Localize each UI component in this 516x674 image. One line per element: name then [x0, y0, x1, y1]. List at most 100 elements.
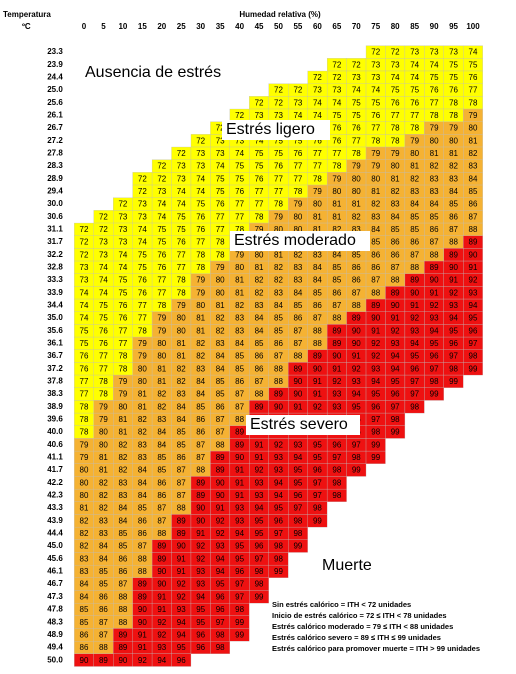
cell-value: 86 — [157, 491, 166, 500]
cell-value: 92 — [157, 618, 166, 627]
column-label: 45 — [255, 22, 264, 31]
cell-value: 74 — [352, 86, 361, 95]
legend-item: Estrés calórico severo = 89 ≤ ITH ≤ 99 u… — [272, 633, 441, 642]
cell-value: 90 — [332, 352, 341, 361]
row-label: 23.3 — [47, 47, 63, 56]
cell-value: 83 — [410, 187, 419, 196]
cell-value: 94 — [157, 656, 166, 665]
cell-value: 99 — [371, 453, 380, 462]
cell-value: 80 — [293, 212, 302, 221]
row-label: 40.6 — [47, 440, 63, 449]
cell-value: 96 — [177, 656, 186, 665]
cell-value: 89 — [118, 630, 127, 639]
cell-value: 74 — [216, 162, 225, 171]
cell-value: 89 — [138, 580, 147, 589]
cell-value: 73 — [80, 276, 89, 285]
cell-value: 79 — [138, 352, 147, 361]
cell-value: 87 — [177, 491, 186, 500]
cell-value: 78 — [352, 149, 361, 158]
cell-value: 74 — [177, 187, 186, 196]
cell-value: 81 — [255, 263, 264, 272]
cell-value: 94 — [216, 554, 225, 563]
cell-value: 75 — [352, 98, 361, 107]
cell-value: 84 — [371, 225, 380, 234]
row-label: 25.0 — [47, 85, 63, 94]
row-label: 31.1 — [47, 224, 63, 233]
cell-value: 80 — [332, 187, 341, 196]
cell-value: 93 — [177, 605, 186, 614]
cell-value: 82 — [216, 314, 225, 323]
cell-value: 81 — [157, 364, 166, 373]
cell-value: 91 — [177, 567, 186, 576]
cell-value: 89 — [157, 542, 166, 551]
cell-value: 73 — [118, 225, 127, 234]
cell-value: 81 — [430, 149, 439, 158]
cell-value: 76 — [430, 86, 439, 95]
cell-value: 83 — [177, 390, 186, 399]
cell-value: 93 — [274, 466, 283, 475]
cell-value: 73 — [177, 162, 186, 171]
cell-value: 82 — [99, 504, 108, 513]
cell-value: 77 — [274, 187, 283, 196]
row-label: 26.7 — [47, 123, 63, 132]
cell-value: 92 — [255, 466, 264, 475]
row-label: 28.9 — [47, 174, 63, 183]
cell-value: 84 — [274, 301, 283, 310]
cell-value: 85 — [449, 200, 458, 209]
cell-value: 76 — [196, 212, 205, 221]
cell-value: 95 — [430, 339, 439, 348]
cell-value: 78 — [449, 98, 458, 107]
cell-value: 81 — [196, 314, 205, 323]
cell-value: 80 — [99, 440, 108, 449]
cell-value: 86 — [313, 301, 322, 310]
label-bg — [246, 415, 360, 435]
cell-value: 99 — [391, 428, 400, 437]
cell-value: 93 — [352, 377, 361, 386]
cell-value: 87 — [235, 402, 244, 411]
cell-value: 88 — [196, 466, 205, 475]
cell-value: 90 — [352, 326, 361, 335]
row-label: 39.6 — [47, 415, 63, 424]
cell-value: 86 — [391, 250, 400, 259]
cell — [424, 387, 444, 401]
cell-value: 91 — [157, 592, 166, 601]
cell-value: 79 — [410, 136, 419, 145]
cell-value: 77 — [157, 276, 166, 285]
cell-value: 82 — [391, 187, 400, 196]
cell-value: 87 — [196, 440, 205, 449]
cell-value: 90 — [430, 276, 439, 285]
cell-value: 83 — [371, 212, 380, 221]
cell-value: 79 — [118, 377, 127, 386]
cell-value: 96 — [391, 390, 400, 399]
cell-value: 95 — [293, 466, 302, 475]
cell-value: 92 — [332, 377, 341, 386]
cell-value: 90 — [274, 402, 283, 411]
legend-item: Sin estrés calórico = ITH < 72 unidades — [272, 600, 411, 609]
cell-value: 78 — [196, 250, 205, 259]
cell-value: 93 — [469, 288, 478, 297]
column-label: 40 — [235, 22, 244, 31]
cell-value: 77 — [177, 250, 186, 259]
cell-value: 84 — [313, 276, 322, 285]
cell-value: 86 — [371, 263, 380, 272]
cell-value: 98 — [216, 643, 225, 652]
cell-value: 95 — [235, 554, 244, 563]
cell-value: 85 — [410, 225, 419, 234]
cell-value: 97 — [274, 529, 283, 538]
cell-value: 73 — [99, 238, 108, 247]
cell-value: 88 — [274, 377, 283, 386]
cell-value: 95 — [235, 542, 244, 551]
cell-value: 98 — [274, 554, 283, 563]
cell-value: 72 — [99, 225, 108, 234]
cell-value: 88 — [99, 643, 108, 652]
cell-value: 83 — [99, 529, 108, 538]
cell-value: 84 — [410, 200, 419, 209]
cell-value: 90 — [313, 364, 322, 373]
cell-value: 82 — [157, 390, 166, 399]
cell-value: 80 — [177, 326, 186, 335]
cell-value: 80 — [410, 149, 419, 158]
cell-value: 80 — [80, 478, 89, 487]
cell-value: 73 — [216, 136, 225, 145]
cell-value: 80 — [235, 263, 244, 272]
cell-value: 81 — [235, 288, 244, 297]
